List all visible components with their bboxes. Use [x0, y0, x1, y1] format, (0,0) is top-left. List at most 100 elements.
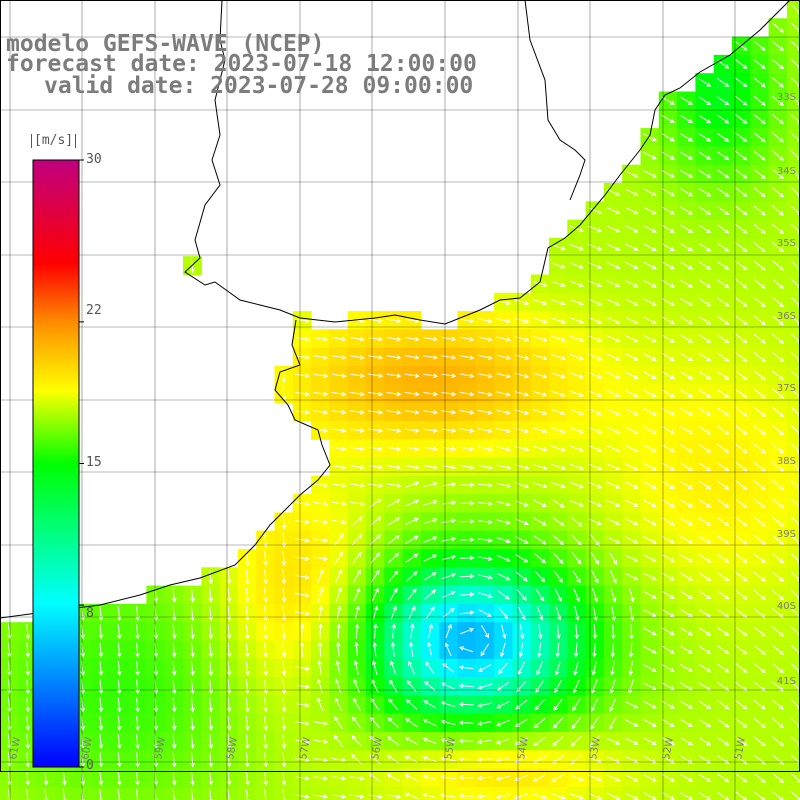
wind-arrow — [772, 59, 784, 70]
wind-arrow — [171, 587, 177, 603]
wind-arrow — [606, 261, 621, 269]
wind-arrow — [313, 501, 329, 507]
wind-arrow — [735, 736, 748, 747]
wind-speed-cell — [786, 109, 800, 129]
wind-arrow — [7, 789, 12, 800]
wind-arrow — [386, 446, 402, 452]
wind-arrow — [263, 789, 269, 800]
wind-arrow — [661, 499, 675, 508]
wind-arrow — [680, 663, 694, 673]
wind-arrow — [735, 315, 748, 326]
wind-speed-cell — [786, 329, 800, 349]
wind-arrow — [698, 718, 712, 728]
wind-arrow — [98, 697, 104, 713]
wind-arrow — [680, 114, 694, 124]
wind-arrow — [458, 665, 474, 670]
wind-arrow — [313, 355, 329, 360]
wind-arrow — [661, 334, 675, 343]
wind-arrow — [368, 428, 384, 433]
wind-arrow — [514, 427, 530, 434]
wind-arrow — [317, 569, 324, 584]
wind-arrow — [716, 242, 730, 252]
wind-arrow — [661, 462, 675, 471]
wind-arrow — [389, 587, 398, 602]
wind-arrow — [643, 133, 657, 142]
wind-arrow — [387, 499, 401, 508]
wind-speed-cell — [786, 0, 800, 19]
wind-arrow — [410, 623, 415, 639]
wind-arrow — [643, 773, 657, 782]
wind-arrow — [333, 734, 344, 748]
wind-arrow — [661, 645, 675, 654]
wind-arrow — [753, 663, 766, 674]
wind-arrow — [753, 388, 766, 399]
wind-arrow — [294, 776, 310, 781]
wind-arrow — [716, 407, 730, 417]
wind-arrow — [171, 697, 177, 713]
wind-arrow — [533, 281, 548, 287]
wind-arrow — [624, 444, 639, 453]
wind-arrow — [423, 536, 438, 543]
wind-arrow — [208, 606, 214, 622]
wind-arrow — [735, 150, 748, 161]
wind-arrow — [772, 205, 784, 216]
wind-arrow — [772, 443, 784, 454]
wind-arrow — [496, 427, 512, 434]
wind-arrow — [624, 316, 639, 324]
wind-speed-cell — [786, 512, 800, 532]
wind-speed-cell — [146, 786, 166, 800]
wind-arrow — [424, 589, 437, 600]
wind-arrow — [772, 717, 784, 729]
wind-arrow — [171, 752, 177, 768]
wind-arrow — [190, 587, 195, 603]
wind-arrow — [588, 335, 603, 343]
wind-arrow — [624, 371, 639, 379]
wind-arrow — [331, 519, 347, 525]
wind-speed-cell — [786, 475, 800, 495]
wind-arrow — [476, 757, 492, 763]
wind-arrow — [753, 315, 766, 326]
wind-speed-cell — [695, 786, 715, 800]
wind-arrow — [624, 481, 639, 489]
wind-arrow — [753, 169, 766, 179]
wind-arrow — [553, 570, 563, 583]
wind-arrow — [591, 660, 597, 676]
wind-arrow — [171, 679, 177, 695]
wind-arrow — [716, 480, 730, 490]
wind-arrow — [735, 297, 748, 307]
wind-arrow — [661, 426, 675, 435]
wind-arrow — [441, 663, 455, 673]
colorbar-unit: [m/s] — [31, 134, 77, 148]
wind-arrow — [496, 373, 512, 379]
wind-arrow — [441, 536, 457, 542]
wind-arrow — [753, 77, 766, 88]
wind-arrow — [716, 334, 730, 344]
wind-arrow — [331, 794, 347, 799]
wind-arrow — [370, 697, 380, 711]
wind-arrow — [532, 774, 547, 782]
wind-arrow — [281, 569, 287, 585]
wind-arrow — [135, 624, 140, 640]
wind-arrow — [606, 518, 621, 526]
wind-arrow — [643, 590, 657, 599]
wind-arrow — [408, 641, 414, 657]
wind-arrow — [772, 242, 784, 253]
wind-arrow — [263, 551, 269, 567]
wind-arrow — [680, 645, 694, 654]
wind-arrow — [753, 352, 766, 362]
wind-arrow — [588, 774, 603, 782]
wind-arrow — [624, 792, 639, 800]
wind-arrow — [588, 792, 603, 800]
latitude-label-34S: 34S — [777, 166, 796, 177]
wind-arrow — [606, 774, 621, 782]
wind-arrow — [116, 715, 122, 731]
wind-speed-cell — [164, 786, 184, 800]
wind-arrow — [354, 605, 360, 621]
wind-arrow — [643, 737, 657, 745]
wind-arrow — [716, 443, 730, 454]
wind-arrow — [294, 666, 310, 671]
wind-arrow — [458, 720, 474, 726]
wind-arrow — [735, 773, 748, 783]
wind-arrow — [716, 425, 730, 435]
wind-arrow — [772, 333, 784, 344]
